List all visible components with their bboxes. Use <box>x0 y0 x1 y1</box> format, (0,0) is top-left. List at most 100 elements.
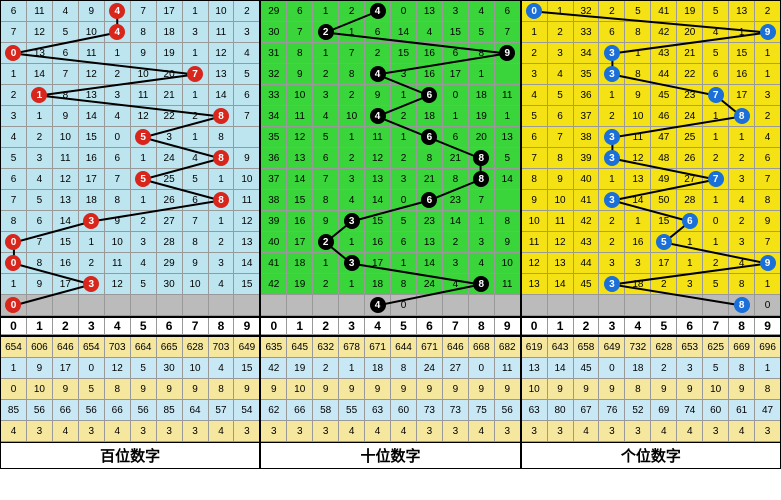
cell: 11 <box>495 85 520 106</box>
cell: 2 <box>729 211 755 232</box>
grid: 6114947171102712510481831130136111919112… <box>1 1 259 316</box>
cell: 16 <box>365 232 391 253</box>
cell: 5 <box>27 190 53 211</box>
cell: 6 <box>1 1 27 22</box>
pick-ball: 2 <box>318 24 334 40</box>
cell: 1 <box>391 85 417 106</box>
pick-ball: 3 <box>604 45 620 61</box>
cell <box>209 295 235 316</box>
data-row: 114712210207135 <box>1 64 259 85</box>
data-row: 33103291601811 <box>261 85 519 106</box>
cell: 15 <box>651 211 677 232</box>
cell: 40 <box>261 232 287 253</box>
cell: 10 <box>234 169 259 190</box>
cell <box>287 295 313 316</box>
stat-cell: 63 <box>522 400 548 421</box>
stat-cell: 671 <box>365 337 391 358</box>
cell: 1 <box>599 169 625 190</box>
pick-ball: 3 <box>604 150 620 166</box>
stat-cell: 18 <box>625 358 651 379</box>
cell: 3 <box>1 106 27 127</box>
cell <box>183 295 209 316</box>
stat-cell: 9 <box>339 379 365 400</box>
stat-cell: 664 <box>131 337 157 358</box>
stat-cell: 47 <box>755 400 780 421</box>
cell: 4 <box>105 22 131 43</box>
cell: 14 <box>391 22 417 43</box>
cell: 6 <box>313 148 339 169</box>
cell: 36 <box>574 85 600 106</box>
cell: 47 <box>651 127 677 148</box>
cell: 4 <box>131 253 157 274</box>
cell: 5 <box>131 169 157 190</box>
stat-cell: 56 <box>131 400 157 421</box>
axis-cell: 0 <box>1 318 27 335</box>
cell <box>105 295 131 316</box>
stat-cell: 17 <box>53 358 79 379</box>
cell: 2 <box>599 232 625 253</box>
cell: 0 <box>522 1 548 22</box>
cell: 5 <box>625 1 651 22</box>
stat-cell: 2 <box>651 358 677 379</box>
cell: 12 <box>131 106 157 127</box>
cell: 17 <box>157 1 183 22</box>
cell <box>677 295 703 316</box>
pick-ball: 3 <box>604 276 620 292</box>
cell: 44 <box>651 64 677 85</box>
cell: 8 <box>755 190 780 211</box>
cell: 18 <box>365 274 391 295</box>
stat-cell: 60 <box>391 400 417 421</box>
data-row: 21813311211146 <box>1 85 259 106</box>
cell: 41 <box>261 253 287 274</box>
cell: 2 <box>313 274 339 295</box>
data-row: 75131881266811 <box>1 190 259 211</box>
cell: 9 <box>365 85 391 106</box>
cell: 4 <box>183 148 209 169</box>
stat-cell: 3 <box>495 421 520 442</box>
cell: 42 <box>651 22 677 43</box>
cell: 26 <box>677 148 703 169</box>
cell: 1 <box>27 106 53 127</box>
cell: 8 <box>209 190 235 211</box>
cell: 1 <box>703 106 729 127</box>
cell: 17 <box>729 85 755 106</box>
lottery-chart: 6114947171102712510481831130136111919112… <box>0 0 781 469</box>
cell: 2 <box>339 148 365 169</box>
data-row: 13144531823581 <box>522 274 780 295</box>
cell: 21 <box>443 148 469 169</box>
cell: 38 <box>574 127 600 148</box>
stat-cell: 646 <box>443 337 469 358</box>
cell: 1 <box>625 211 651 232</box>
cell: 9 <box>287 64 313 85</box>
cell: 1 <box>183 1 209 22</box>
cell: 2 <box>313 64 339 85</box>
cell: 14 <box>234 253 259 274</box>
cell: 8 <box>729 295 755 316</box>
stat-cell: 10 <box>287 379 313 400</box>
stat-cell: 671 <box>417 337 443 358</box>
cell: 11 <box>365 127 391 148</box>
axis-cell: 3 <box>599 318 625 335</box>
cell: 12 <box>53 169 79 190</box>
cell <box>339 295 365 316</box>
cell: 11 <box>234 190 259 211</box>
cell: 27 <box>157 211 183 232</box>
data-row: 34353844226161 <box>522 64 780 85</box>
stat-cell: 56 <box>27 400 53 421</box>
cell: 11 <box>287 106 313 127</box>
stat-cell: 703 <box>105 337 131 358</box>
stat-cell: 9 <box>365 379 391 400</box>
cell: 19 <box>157 43 183 64</box>
cell: 1 <box>1 64 27 85</box>
cell: 1 <box>703 190 729 211</box>
cell: 17 <box>53 274 79 295</box>
stat-cell: 1 <box>755 358 780 379</box>
cell: 14 <box>417 253 443 274</box>
cell: 45 <box>651 85 677 106</box>
stat-cell: 24 <box>417 358 443 379</box>
cell: 1 <box>183 85 209 106</box>
cell <box>599 295 625 316</box>
cell <box>261 295 287 316</box>
cell: 9 <box>53 106 79 127</box>
cell: 5 <box>1 148 27 169</box>
